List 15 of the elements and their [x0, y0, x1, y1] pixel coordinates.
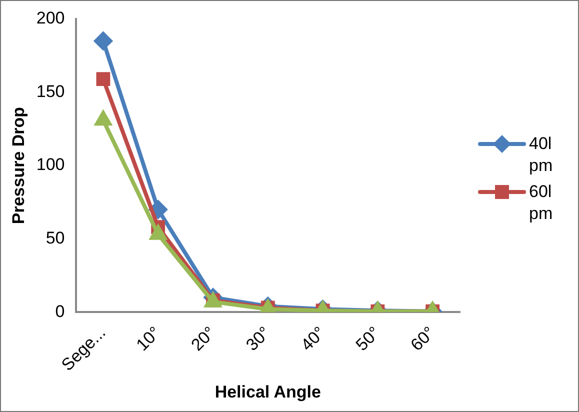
y-axis-title: Pressure Drop	[8, 106, 28, 224]
x-tick-label: 50°	[352, 323, 384, 355]
legend-label: 60lpm	[529, 181, 554, 225]
x-tick-label: 40°	[297, 323, 329, 355]
y-tick-label: 150	[36, 82, 65, 101]
legend-label: 40lpm	[529, 133, 554, 177]
y-tick-label: 0	[55, 302, 65, 321]
x-tick-label: 30°	[242, 323, 274, 355]
x-axis-title: Helical Angle	[214, 382, 321, 402]
x-tick-label: 20°	[188, 323, 220, 355]
y-tick-label: 50	[46, 228, 65, 248]
y-tick-label: 200	[36, 8, 65, 28]
x-tick-label: 60°	[407, 323, 439, 355]
y-tick-label: 100	[36, 155, 65, 174]
x-tick-label: 10°	[132, 323, 164, 355]
